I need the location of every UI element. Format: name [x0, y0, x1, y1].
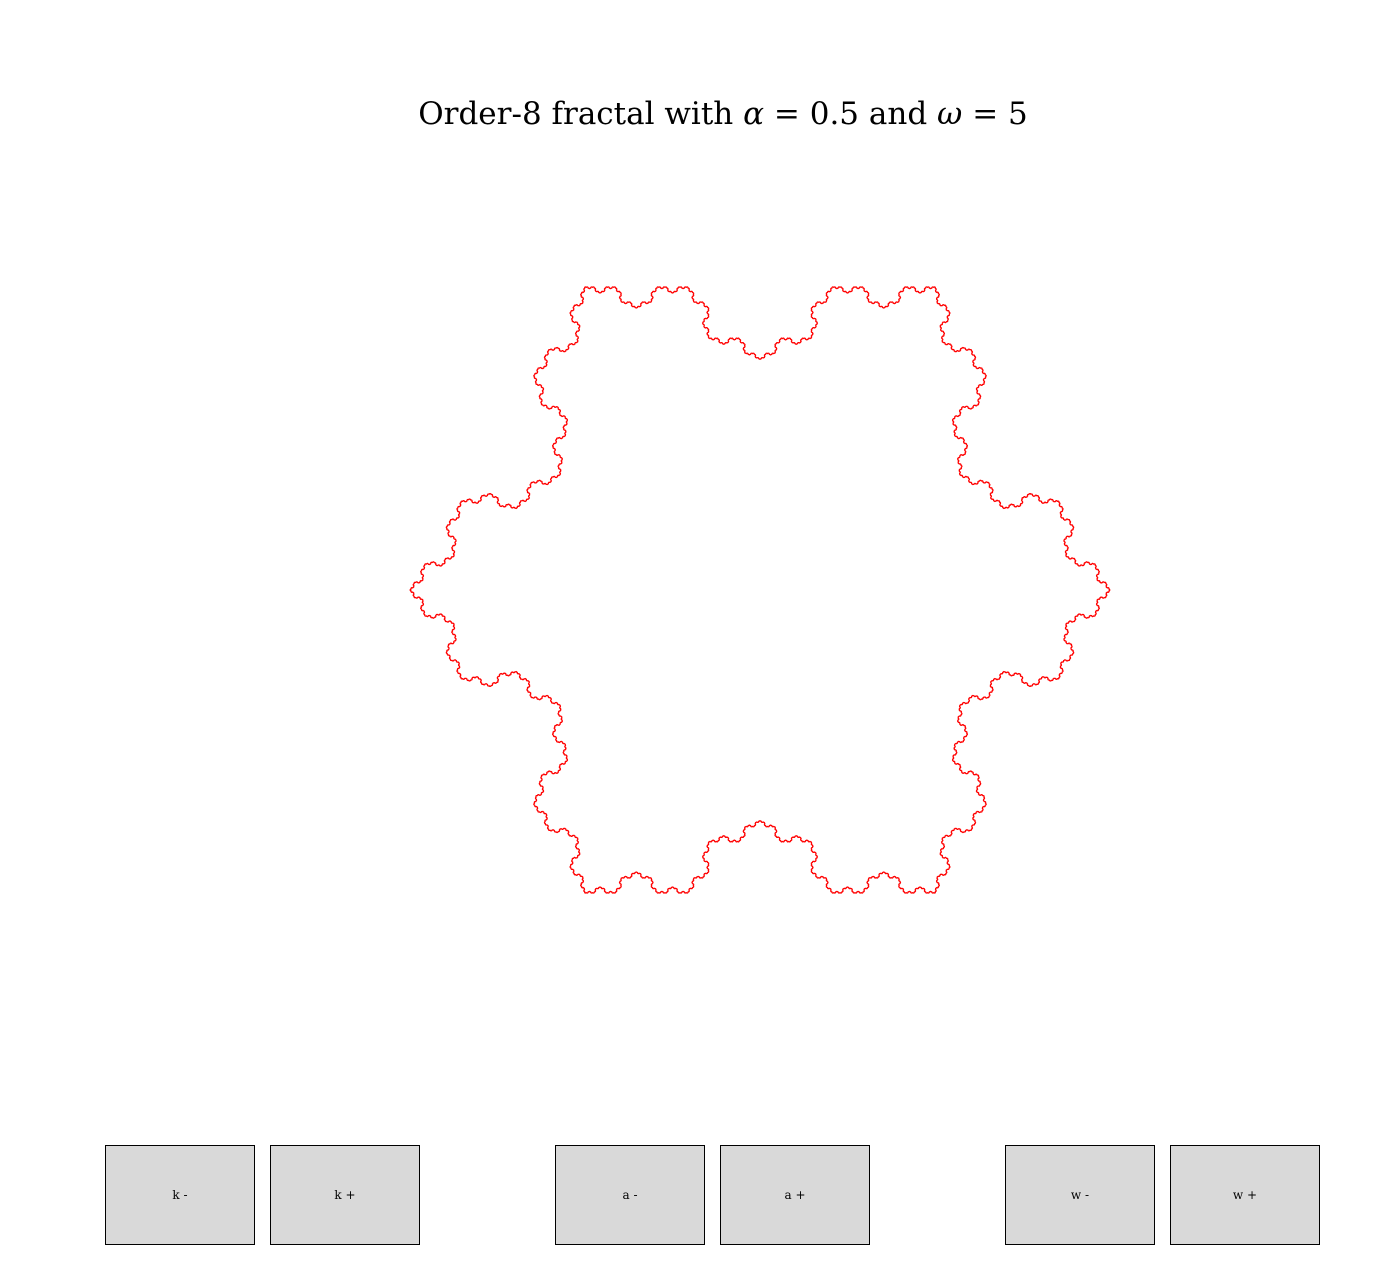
fractal-curve [409, 286, 1111, 894]
plot-title: Order-8 fractal with α = 0.5 and ω = 5 [0, 96, 1398, 132]
alpha-symbol: α [743, 96, 765, 132]
fractal-canvas [400, 215, 1120, 965]
k-minus-button[interactable]: k - [105, 1145, 255, 1245]
fractal-plot [409, 286, 1111, 894]
title-alpha-part: = 0.5 and [773, 96, 928, 132]
w-minus-button[interactable]: w - [1005, 1145, 1155, 1245]
a-minus-button[interactable]: a - [555, 1145, 705, 1245]
a-plus-button[interactable]: a + [720, 1145, 870, 1245]
title-omega-part: = 5 [972, 96, 1028, 132]
w-plus-button[interactable]: w + [1170, 1145, 1320, 1245]
title-prefix: Order-8 fractal with [418, 96, 734, 132]
k-plus-button[interactable]: k + [270, 1145, 420, 1245]
omega-symbol: ω [937, 96, 963, 132]
